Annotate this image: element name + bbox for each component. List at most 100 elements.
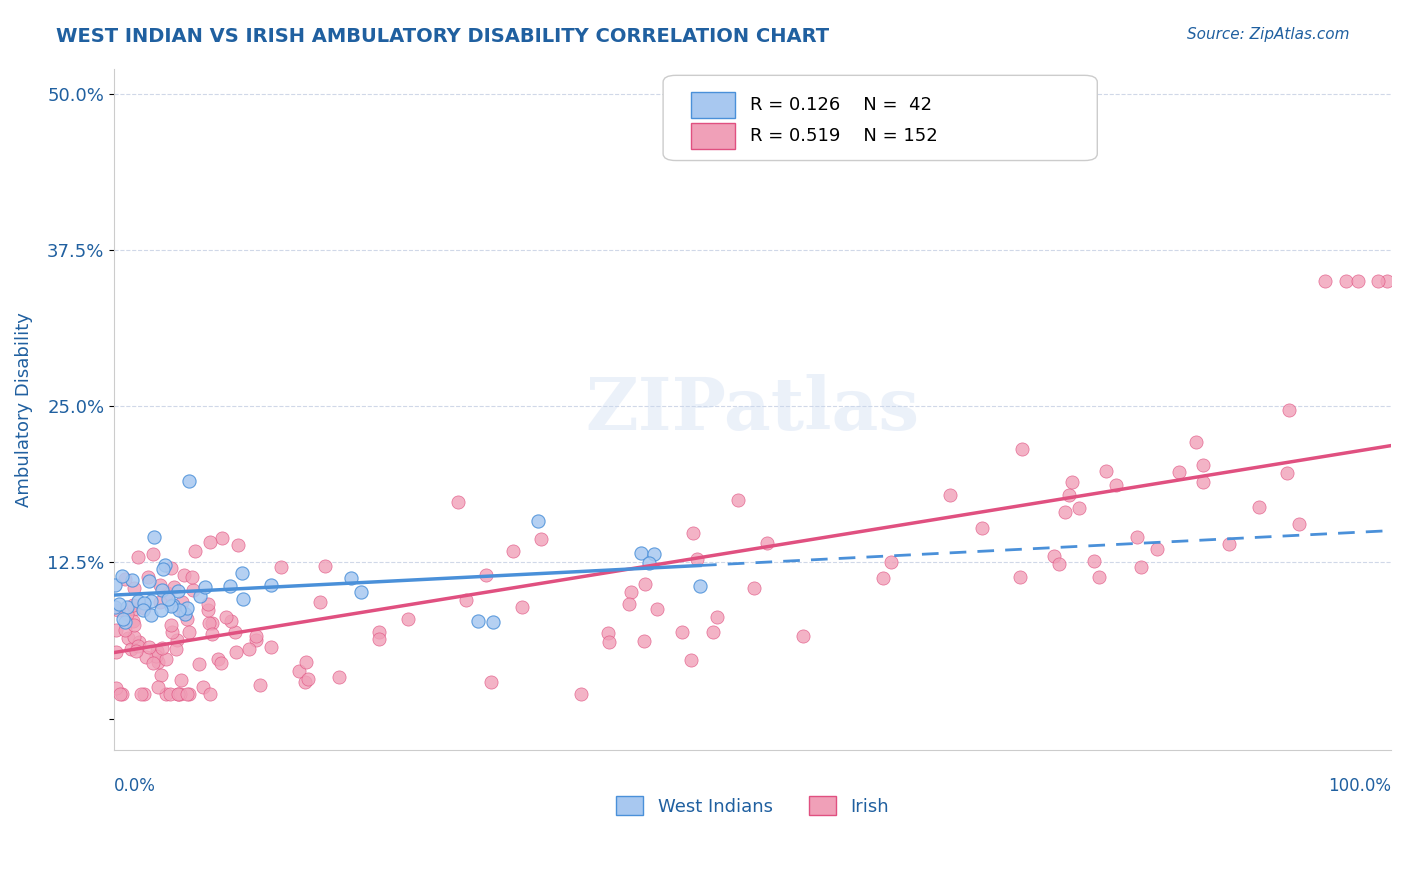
West Indians bbox=[630, 546, 652, 560]
Irish bbox=[176, 687, 198, 701]
Y-axis label: Ambulatory Disability: Ambulatory Disability bbox=[15, 312, 32, 507]
Irish bbox=[706, 609, 728, 624]
Irish bbox=[181, 582, 204, 597]
Irish bbox=[1126, 530, 1149, 544]
Irish bbox=[148, 681, 170, 695]
Irish bbox=[727, 492, 749, 507]
Irish bbox=[1278, 403, 1301, 417]
West Indians bbox=[115, 600, 138, 615]
Irish bbox=[1008, 570, 1031, 584]
West Indians bbox=[111, 568, 134, 582]
Irish bbox=[287, 665, 309, 679]
Irish bbox=[120, 642, 142, 657]
Irish bbox=[569, 687, 592, 701]
Irish bbox=[134, 601, 156, 615]
Irish bbox=[879, 555, 901, 569]
West Indians bbox=[643, 547, 665, 561]
Irish bbox=[328, 670, 350, 684]
Irish bbox=[225, 645, 247, 659]
Irish bbox=[512, 599, 534, 614]
Irish bbox=[479, 675, 502, 690]
Irish bbox=[1043, 549, 1066, 564]
Irish bbox=[170, 673, 193, 687]
Irish bbox=[159, 561, 181, 575]
Irish bbox=[872, 571, 894, 585]
Irish bbox=[166, 687, 188, 701]
Text: ZIPatlas: ZIPatlas bbox=[585, 374, 920, 445]
Irish bbox=[198, 615, 221, 630]
Irish bbox=[1347, 274, 1369, 288]
Irish bbox=[1083, 554, 1105, 568]
Irish bbox=[447, 495, 470, 509]
Irish bbox=[245, 629, 267, 643]
West Indians bbox=[139, 607, 162, 622]
West Indians bbox=[114, 615, 136, 629]
Irish bbox=[197, 597, 219, 611]
West Indians bbox=[149, 603, 172, 617]
West Indians bbox=[160, 599, 183, 613]
Irish bbox=[197, 603, 219, 617]
Irish bbox=[270, 560, 292, 574]
Irish bbox=[1047, 557, 1070, 571]
Irish bbox=[172, 605, 194, 619]
Irish bbox=[146, 644, 169, 658]
Irish bbox=[129, 687, 152, 701]
Irish bbox=[142, 548, 165, 562]
Irish bbox=[134, 687, 156, 701]
Irish bbox=[742, 581, 765, 595]
West Indians bbox=[169, 603, 191, 617]
Irish bbox=[149, 667, 172, 681]
Irish bbox=[163, 580, 186, 594]
Irish bbox=[1247, 500, 1270, 514]
Irish bbox=[396, 612, 419, 626]
Irish bbox=[149, 578, 172, 592]
Irish bbox=[1053, 505, 1076, 519]
Text: WEST INDIAN VS IRISH AMBULATORY DISABILITY CORRELATION CHART: WEST INDIAN VS IRISH AMBULATORY DISABILI… bbox=[56, 27, 830, 45]
West Indians bbox=[637, 556, 659, 570]
Irish bbox=[122, 598, 145, 612]
West Indians bbox=[104, 600, 127, 615]
Irish bbox=[620, 584, 643, 599]
West Indians bbox=[526, 514, 548, 528]
Irish bbox=[530, 532, 553, 546]
Irish bbox=[1277, 467, 1299, 481]
Irish bbox=[114, 623, 136, 637]
Irish bbox=[502, 543, 524, 558]
Irish bbox=[1191, 475, 1213, 489]
Irish bbox=[214, 609, 236, 624]
Irish bbox=[121, 614, 143, 628]
Irish bbox=[228, 538, 250, 552]
Irish bbox=[107, 603, 129, 617]
Irish bbox=[105, 681, 128, 695]
West Indians bbox=[481, 615, 503, 630]
West Indians bbox=[350, 585, 373, 599]
Irish bbox=[169, 687, 191, 701]
West Indians bbox=[218, 579, 240, 593]
Irish bbox=[155, 652, 177, 666]
West Indians bbox=[138, 574, 160, 588]
West Indians bbox=[259, 578, 281, 592]
Irish bbox=[1375, 274, 1398, 288]
Irish bbox=[1334, 274, 1357, 288]
Irish bbox=[105, 623, 128, 637]
Irish bbox=[198, 687, 221, 701]
Irish bbox=[939, 488, 962, 502]
Irish bbox=[105, 645, 128, 659]
Irish bbox=[454, 593, 477, 607]
West Indians bbox=[162, 598, 184, 612]
West Indians bbox=[104, 577, 127, 591]
Text: R = 0.519    N = 152: R = 0.519 N = 152 bbox=[749, 127, 938, 145]
Irish bbox=[682, 526, 704, 541]
Irish bbox=[224, 624, 246, 639]
Irish bbox=[201, 627, 224, 641]
Irish bbox=[176, 612, 198, 626]
Irish bbox=[200, 535, 222, 549]
West Indians bbox=[176, 601, 198, 615]
Irish bbox=[179, 687, 201, 701]
West Indians bbox=[139, 594, 162, 608]
Irish bbox=[679, 653, 702, 667]
Irish bbox=[172, 595, 194, 609]
Irish bbox=[1060, 475, 1083, 489]
Irish bbox=[792, 629, 814, 643]
Irish bbox=[297, 672, 319, 686]
